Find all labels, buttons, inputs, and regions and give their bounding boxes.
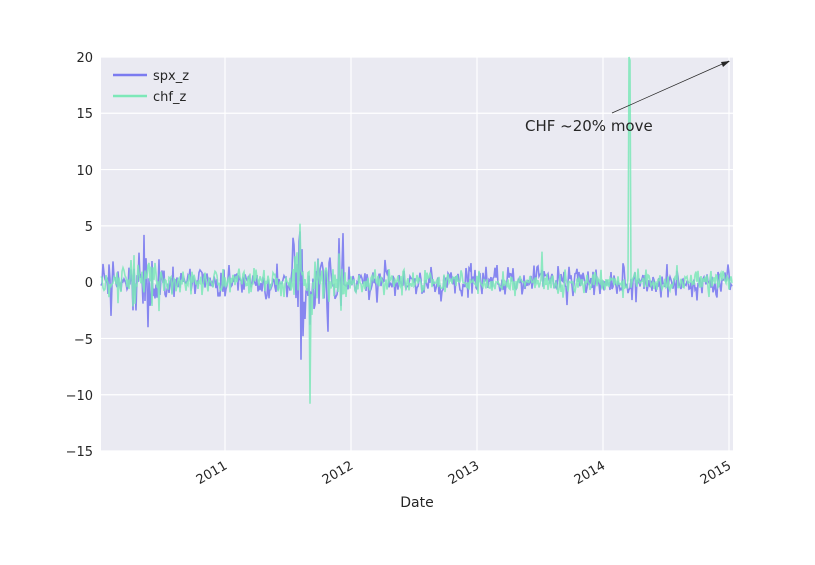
annotation-text: CHF ~20% move xyxy=(525,117,653,135)
gridlines xyxy=(101,56,733,452)
ytick-label: 5 xyxy=(85,220,93,235)
legend: spx_z chf_z xyxy=(113,69,189,105)
annotation: CHF ~20% move xyxy=(525,60,730,135)
ytick-label: 15 xyxy=(76,107,93,122)
ytick-label: 10 xyxy=(76,164,93,179)
xtick-label: 2013 xyxy=(446,458,482,488)
x-axis-label: Date xyxy=(400,495,433,511)
xtick-label: 2014 xyxy=(572,458,608,488)
legend-label-spx: spx_z xyxy=(153,69,189,84)
arrow-head-icon xyxy=(721,61,730,67)
ytick-label: −5 xyxy=(74,333,93,348)
series-lines xyxy=(100,56,733,404)
legend-label-chf: chf_z xyxy=(153,90,186,105)
ytick-label: −10 xyxy=(66,389,93,404)
series-chf-z xyxy=(100,56,733,404)
xtick-label: 2015 xyxy=(698,458,734,488)
ytick-label: −15 xyxy=(66,445,93,460)
y-axis: 20 15 10 5 0 −5 −10 −15 xyxy=(66,51,93,460)
x-axis: 2011 2012 2013 2014 2015 xyxy=(194,458,734,488)
xtick-label: 2012 xyxy=(320,458,356,488)
ytick-label: 20 xyxy=(76,51,93,66)
xtick-label: 2011 xyxy=(194,458,230,488)
ytick-label: 0 xyxy=(85,276,93,291)
